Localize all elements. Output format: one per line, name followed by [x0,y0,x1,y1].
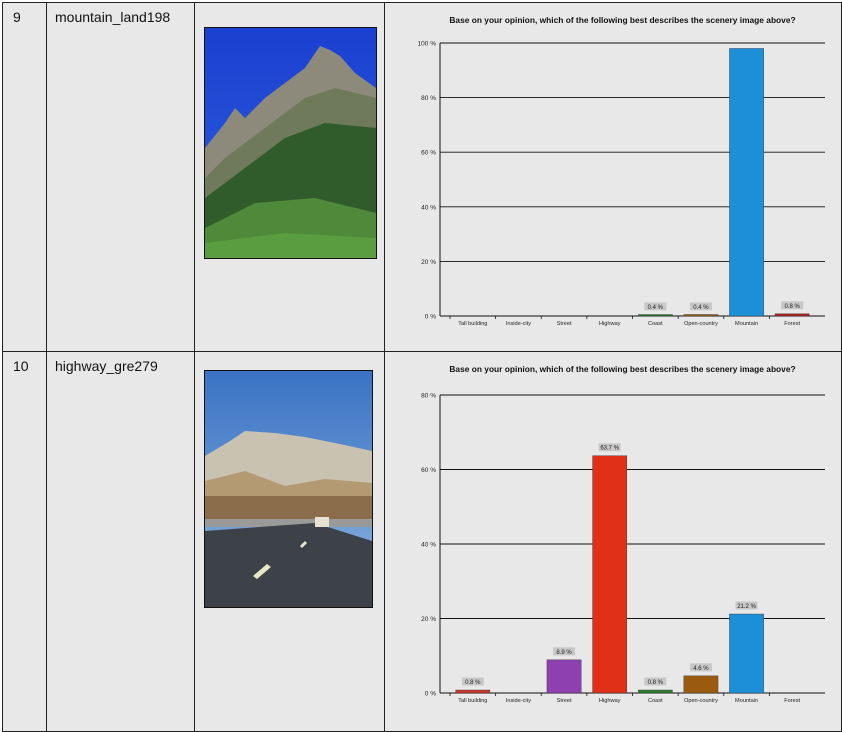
data-label: 8.9 % [556,650,572,656]
y-tick-label: 40 % [421,204,436,211]
data-label: 63.7 % [600,446,619,452]
data-label: 0.8 % [648,680,664,686]
x-tick-label: Highway [599,321,621,327]
data-label: 0.8 % [785,304,801,310]
table-row: 10 highway_gre279 [2,351,842,732]
x-tick-label: Tall building [458,321,487,327]
bar [546,659,582,694]
image-cell [194,2,385,352]
y-tick-label: 60 % [421,150,436,157]
image-cell [194,351,385,732]
x-tick-label: Highway [599,698,621,704]
x-tick-label: Mountain [735,698,758,704]
data-label-bg [781,301,804,310]
data-label: 0.8 % [465,680,481,686]
x-tick-label: Tall building [458,698,487,704]
bar [683,314,719,317]
data-label-bg [461,677,484,686]
x-tick-label: Street [557,698,572,704]
x-tick-label: Inside-city [506,321,531,327]
image-name: mountain_land198 [46,2,195,352]
bar [729,48,764,317]
x-tick-label: Coast [648,321,663,327]
bar [729,613,764,694]
data-label-bg [553,647,576,656]
data-label: 0.4 % [693,305,709,311]
data-label-bg [644,677,667,686]
image-name: highway_gre279 [46,351,195,732]
x-tick-label: Street [557,321,572,327]
bar [774,313,810,317]
chart-title: Base on your opinion, which of the follo… [449,364,795,374]
bar-chart: Base on your opinion, which of the follo… [421,364,825,704]
data-label-bg [689,663,712,672]
y-tick-label: 40 % [421,542,436,549]
x-tick-label: Forest [784,698,800,704]
row-index: 9 [2,2,47,352]
bar [592,455,627,694]
x-tick-label: Inside-city [506,698,531,704]
x-tick-label: Coast [648,698,663,704]
bar [638,689,673,694]
data-label: 0.4 % [648,305,664,311]
row-index: 10 [2,351,47,732]
chart-cell: Base on your opinion, which of the follo… [384,351,842,732]
bar [683,675,719,694]
x-tick-label: Forest [784,321,800,327]
highway-photo [204,370,373,608]
chart-cell: Base on your opinion, which of the follo… [384,2,842,352]
bar-chart: Base on your opinion, which of the follo… [418,15,825,327]
bar [638,314,673,317]
data-label: 4.6 % [693,666,709,672]
x-tick-label: Open-country [684,321,718,327]
data-label: 21.2 % [737,604,756,610]
y-tick-label: 0 % [425,691,436,698]
data-label-bg [735,601,758,610]
bar [455,689,491,694]
y-tick-label: 20 % [421,616,436,623]
data-label-bg [644,302,667,311]
y-tick-label: 60 % [421,467,436,474]
y-tick-label: 80 % [421,95,436,102]
y-tick-label: 0 % [425,314,436,321]
data-label-bg [598,443,621,452]
y-tick-label: 100 % [418,41,437,48]
y-tick-label: 20 % [421,259,436,266]
data-label-bg [689,302,712,311]
x-tick-label: Open-country [684,698,718,704]
mountain-photo [204,27,377,259]
y-tick-label: 80 % [421,393,436,400]
x-tick-label: Mountain [735,321,758,327]
chart-title: Base on your opinion, which of the follo… [449,15,795,25]
table-row: 9 mountain_land198 [2,2,842,352]
